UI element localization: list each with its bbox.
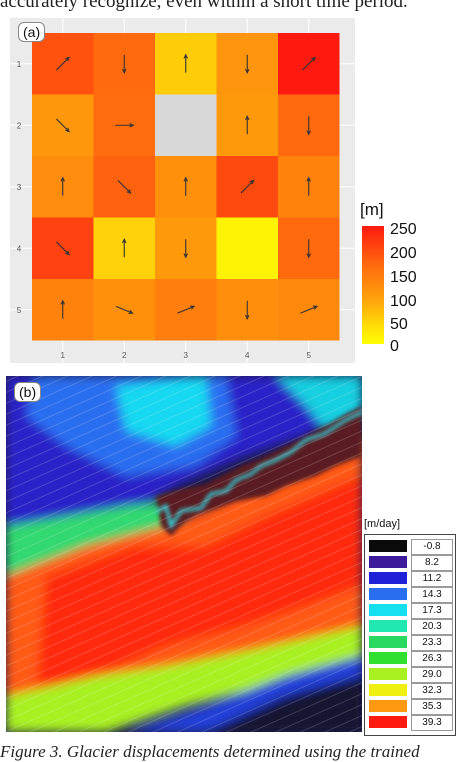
panel-b-label: (b) bbox=[14, 382, 42, 402]
heatmap-chart: 1 1 2 2 3 3 4 4 5 5 bbox=[10, 18, 355, 363]
velocity-legend-swatch bbox=[369, 572, 407, 584]
heatmap-legend-title: [m] bbox=[360, 200, 384, 219]
velocity-legend-label: 26.3 bbox=[411, 651, 453, 667]
velocity-legend-label: -0.8 bbox=[411, 539, 453, 555]
velocity-legend-box: -0.8 8.2 11.2 14.3 17.3 20.3 23.3 26.3 29.0 32.3 3… bbox=[364, 534, 456, 736]
velocity-legend-swatch bbox=[369, 636, 407, 648]
velocity-legend-row: 20.3 bbox=[369, 619, 453, 635]
x-tick-label: 2 bbox=[122, 351, 127, 360]
velocity-legend-label: 14.3 bbox=[411, 587, 453, 603]
x-tick-label: 5 bbox=[307, 351, 312, 360]
displacement-arrow bbox=[122, 54, 127, 75]
heatmap-colorbar bbox=[362, 226, 384, 344]
velocity-legend-label: 32.3 bbox=[411, 683, 453, 699]
legend-tick-150: 150 bbox=[390, 269, 417, 286]
displacement-arrow bbox=[56, 56, 70, 71]
displacement-arrow bbox=[177, 305, 196, 314]
velocity-legend-row: 17.3 bbox=[369, 603, 453, 619]
displacement-arrow bbox=[56, 241, 70, 256]
velocity-legend-swatch bbox=[369, 620, 407, 632]
y-tick-label: 2 bbox=[17, 121, 22, 130]
y-tick-label: 1 bbox=[17, 60, 22, 69]
velocity-legend-title: [m/day] bbox=[364, 518, 401, 530]
velocity-legend-row: 26.3 bbox=[369, 651, 453, 667]
displacement-arrow bbox=[245, 54, 250, 75]
x-tick-label: 1 bbox=[61, 351, 66, 360]
displacement-arrow bbox=[240, 179, 255, 194]
velocity-legend-label: 29.0 bbox=[411, 667, 453, 683]
velocity-legend-swatch bbox=[369, 588, 407, 600]
x-tick-label: 4 bbox=[245, 351, 250, 360]
displacement-arrow bbox=[306, 239, 311, 259]
displacement-arrow bbox=[183, 53, 188, 73]
displacement-arrow bbox=[306, 176, 311, 196]
velocity-legend-row: -0.8 bbox=[369, 539, 453, 555]
velocity-legend-swatch bbox=[369, 604, 407, 616]
displacement-arrow bbox=[245, 300, 250, 321]
legend-tick-250: 250 bbox=[390, 221, 417, 238]
heatmap-cell bbox=[216, 217, 278, 279]
displacement-arrow bbox=[306, 116, 311, 136]
velocity-legend-swatch bbox=[369, 540, 407, 552]
velocity-legend-label: 23.3 bbox=[411, 635, 453, 651]
displacement-arrow bbox=[56, 118, 70, 133]
velocity-legend: [m/day] -0.8 8.2 11.2 14.3 17.3 20.3 23.3 26.3 2… bbox=[364, 518, 456, 738]
velocity-legend-label: 35.3 bbox=[411, 699, 453, 715]
velocity-legend-label: 20.3 bbox=[411, 619, 453, 635]
panel-a-heatmap: 1 1 2 2 3 3 4 4 5 5 (a) bbox=[10, 18, 355, 363]
y-tick-label: 3 bbox=[17, 183, 22, 192]
displacement-arrow bbox=[183, 239, 188, 259]
velocity-legend-row: 32.3 bbox=[369, 683, 453, 699]
displacement-arrow bbox=[117, 180, 132, 194]
velocity-legend-swatch bbox=[369, 716, 407, 728]
velocity-legend-row: 35.3 bbox=[369, 699, 453, 715]
displacement-arrow bbox=[115, 305, 134, 314]
heatmap-cell bbox=[155, 94, 217, 156]
displacement-arrow bbox=[300, 305, 319, 314]
velocity-map-image bbox=[6, 376, 362, 732]
legend-tick-0: 0 bbox=[390, 338, 399, 355]
panel-b-velocity-map: (b) bbox=[6, 376, 362, 732]
velocity-legend-row: 8.2 bbox=[369, 555, 453, 571]
velocity-legend-swatch bbox=[369, 652, 407, 664]
y-tick-label: 5 bbox=[17, 306, 22, 315]
velocity-legend-row: 14.3 bbox=[369, 587, 453, 603]
displacement-arrow bbox=[60, 176, 65, 196]
velocity-legend-label: 17.3 bbox=[411, 603, 453, 619]
velocity-legend-label: 39.3 bbox=[411, 715, 453, 731]
velocity-legend-swatch bbox=[369, 556, 407, 568]
displacement-arrow bbox=[183, 176, 188, 196]
legend-tick-200: 200 bbox=[390, 245, 417, 262]
legend-tick-100: 100 bbox=[390, 293, 417, 310]
y-tick-label: 4 bbox=[17, 244, 22, 253]
heatmap-legend: [m] 250 200 150 100 50 0 bbox=[360, 200, 470, 360]
velocity-legend-label: 11.2 bbox=[411, 571, 453, 587]
velocity-legend-swatch bbox=[369, 700, 407, 712]
velocity-legend-label: 8.2 bbox=[411, 555, 453, 571]
velocity-legend-row: 29.0 bbox=[369, 667, 453, 683]
displacement-arrow bbox=[122, 237, 127, 258]
displacement-arrow bbox=[302, 56, 316, 71]
figure-caption: Figure 3. Glacier displacements determin… bbox=[0, 742, 420, 761]
velocity-legend-row: 11.2 bbox=[369, 571, 453, 587]
displacement-arrow bbox=[245, 114, 250, 135]
x-tick-label: 3 bbox=[184, 351, 189, 360]
displacement-arrow bbox=[60, 299, 65, 319]
velocity-legend-row: 23.3 bbox=[369, 635, 453, 651]
panel-a-label: (a) bbox=[18, 22, 46, 42]
displacement-arrow bbox=[115, 123, 135, 128]
legend-tick-50: 50 bbox=[390, 316, 408, 333]
velocity-legend-swatch bbox=[369, 668, 407, 680]
top-text: accurately recognize, even within a shor… bbox=[0, 0, 408, 12]
velocity-legend-swatch bbox=[369, 684, 407, 696]
velocity-legend-row: 39.3 bbox=[369, 715, 453, 731]
